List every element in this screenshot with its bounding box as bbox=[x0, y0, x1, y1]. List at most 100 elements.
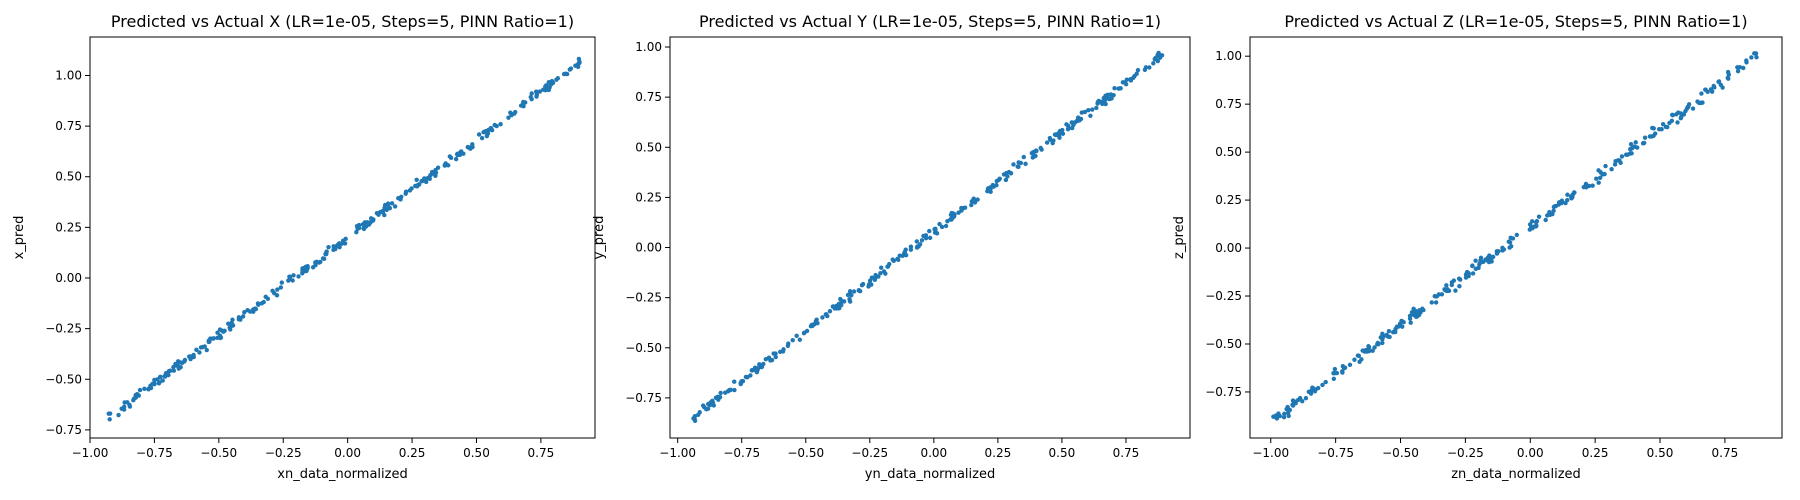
data-point bbox=[773, 354, 778, 360]
x-tick-label: 0.00 bbox=[1517, 446, 1544, 460]
x-tick-label: −0.50 bbox=[1382, 446, 1419, 460]
data-point bbox=[171, 368, 177, 373]
data-point bbox=[1018, 160, 1024, 166]
data-point bbox=[354, 229, 359, 235]
data-point bbox=[1527, 222, 1533, 227]
data-point bbox=[1628, 141, 1634, 147]
data-point bbox=[766, 355, 772, 360]
y-tick-label: −0.75 bbox=[45, 423, 82, 437]
data-point bbox=[1683, 108, 1688, 114]
data-point bbox=[476, 132, 482, 137]
data-point bbox=[194, 347, 199, 352]
data-point bbox=[1057, 128, 1063, 134]
data-point bbox=[1069, 120, 1074, 125]
data-point bbox=[1011, 162, 1016, 167]
data-point bbox=[1439, 292, 1445, 297]
scatter-series bbox=[691, 50, 1165, 423]
x-tick-label: −0.25 bbox=[265, 446, 302, 460]
data-point bbox=[896, 257, 901, 262]
data-point bbox=[1446, 288, 1452, 294]
data-point bbox=[1416, 312, 1422, 318]
data-point bbox=[1357, 359, 1362, 364]
data-point bbox=[1088, 113, 1093, 118]
y-tick-label: 0.25 bbox=[635, 190, 662, 204]
data-point bbox=[1678, 111, 1684, 116]
data-point bbox=[876, 274, 881, 279]
y-tick-label: 0.50 bbox=[635, 140, 662, 154]
data-point bbox=[265, 296, 271, 301]
data-point bbox=[200, 344, 205, 350]
data-point bbox=[1708, 87, 1714, 92]
y-tick-label: 0.25 bbox=[1215, 193, 1242, 207]
data-point bbox=[1536, 214, 1542, 219]
scatter-series bbox=[106, 56, 582, 422]
data-point bbox=[1697, 100, 1702, 106]
data-point bbox=[331, 247, 336, 252]
data-point bbox=[278, 285, 284, 290]
data-point bbox=[1449, 282, 1455, 288]
data-point bbox=[1151, 61, 1156, 66]
data-point bbox=[1501, 247, 1507, 252]
data-point bbox=[814, 317, 819, 322]
data-point bbox=[780, 349, 786, 354]
data-point bbox=[1568, 194, 1574, 199]
data-point bbox=[1044, 140, 1050, 145]
data-point bbox=[745, 375, 750, 380]
data-point bbox=[769, 357, 775, 363]
data-point bbox=[814, 320, 819, 325]
data-point bbox=[856, 287, 862, 293]
data-point bbox=[226, 321, 231, 326]
x-tick-label: −0.75 bbox=[1317, 446, 1354, 460]
data-point bbox=[705, 406, 711, 411]
data-point bbox=[305, 265, 310, 271]
data-point bbox=[732, 379, 737, 384]
data-point bbox=[1547, 212, 1553, 218]
data-point bbox=[927, 235, 933, 241]
data-point bbox=[274, 293, 280, 298]
data-point bbox=[1066, 123, 1071, 129]
data-point bbox=[696, 412, 701, 417]
data-point bbox=[443, 161, 448, 166]
data-point bbox=[1060, 131, 1066, 136]
data-point bbox=[1360, 348, 1365, 353]
chart-title: Predicted vs Actual Y (LR=1e-05, Steps=5… bbox=[699, 12, 1161, 31]
data-point bbox=[1642, 135, 1648, 140]
data-point bbox=[1401, 319, 1406, 325]
data-point bbox=[1341, 366, 1347, 371]
data-point bbox=[1308, 391, 1314, 396]
data-point bbox=[1543, 217, 1548, 223]
data-point bbox=[453, 156, 459, 162]
data-point bbox=[1529, 219, 1535, 224]
data-point bbox=[310, 265, 316, 270]
data-point bbox=[914, 239, 920, 244]
data-point bbox=[1433, 300, 1439, 305]
data-point bbox=[275, 287, 280, 292]
data-point bbox=[1021, 154, 1026, 160]
data-point bbox=[1370, 348, 1375, 353]
data-point bbox=[485, 131, 491, 136]
data-point bbox=[1120, 80, 1126, 85]
data-point bbox=[367, 221, 372, 226]
data-point bbox=[148, 385, 154, 391]
data-point bbox=[521, 99, 526, 105]
y-tick-label: −0.50 bbox=[1205, 337, 1242, 351]
data-point bbox=[1565, 197, 1570, 203]
data-point bbox=[1293, 401, 1298, 406]
y-tick-label: 0.00 bbox=[1215, 241, 1242, 255]
data-point bbox=[1015, 164, 1020, 169]
y-tick-label: 0.75 bbox=[635, 90, 662, 104]
data-point bbox=[1619, 154, 1625, 159]
data-point bbox=[1617, 158, 1622, 163]
y-tick-label: −0.50 bbox=[625, 341, 662, 355]
data-point bbox=[228, 327, 233, 332]
data-point bbox=[845, 292, 851, 298]
data-point bbox=[851, 289, 857, 294]
y-axis-label: x_pred bbox=[12, 216, 27, 260]
data-point bbox=[240, 314, 246, 319]
data-point bbox=[1155, 58, 1161, 64]
data-point bbox=[431, 171, 436, 176]
data-point bbox=[342, 241, 348, 246]
y-tick-label: −0.25 bbox=[625, 291, 662, 305]
data-point bbox=[1635, 145, 1640, 150]
plot-area bbox=[1249, 36, 1783, 439]
